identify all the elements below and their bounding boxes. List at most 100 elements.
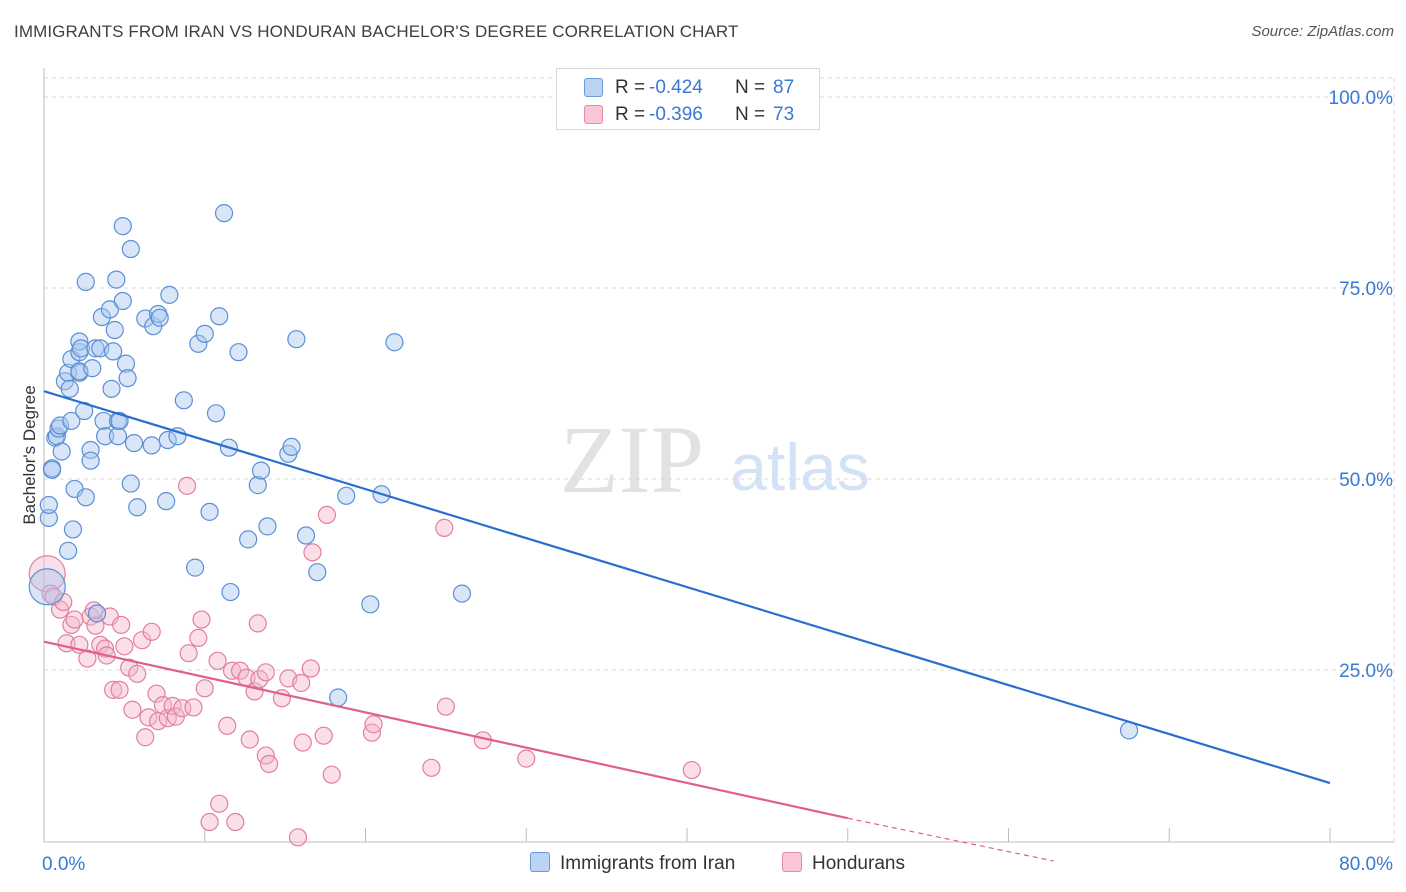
data-point-hondurans <box>142 622 161 641</box>
data-point-iran <box>128 498 147 517</box>
data-point-iran <box>210 307 229 326</box>
data-point-hondurans <box>364 715 383 734</box>
r-label: R = <box>615 77 646 98</box>
legend-row-iran: R = -0.424 N = 87 <box>557 73 819 101</box>
legend-swatch-pink <box>782 852 802 872</box>
data-point-hondurans <box>65 610 84 629</box>
r-value: -0.424 <box>649 77 703 98</box>
data-point-iran <box>186 558 205 577</box>
data-point-iran <box>39 495 58 515</box>
data-point-hondurans <box>123 700 142 719</box>
data-point-iran <box>71 339 91 358</box>
trend-line-iran <box>43 390 1331 785</box>
data-point-hondurans <box>292 673 311 693</box>
data-point-iran <box>329 688 348 707</box>
data-point-iran <box>157 492 176 511</box>
data-point-iran <box>42 460 62 479</box>
watermark-atlas: atlas <box>730 430 869 504</box>
data-point-iran <box>239 530 258 549</box>
data-point-hondurans <box>517 749 536 768</box>
x-tick-label: 0.0% <box>42 854 85 875</box>
data-point-hondurans <box>115 637 134 656</box>
trend-line-hondurans-extension <box>847 817 1054 862</box>
grid-lines <box>44 77 1395 842</box>
trend-lines <box>43 390 1331 862</box>
data-point-iran <box>76 488 95 507</box>
data-point-iran <box>296 526 316 545</box>
data-point-iran <box>150 308 169 327</box>
data-point-iran <box>105 320 124 340</box>
data-point-hondurans <box>322 765 341 784</box>
trend-line-hondurans <box>43 640 848 820</box>
data-point-hondurans <box>436 697 455 716</box>
data-point-iran <box>110 411 129 431</box>
data-point-iran <box>100 300 120 319</box>
legend-label-iran: Immigrants from Iran <box>560 853 736 874</box>
data-point-hondurans <box>128 664 147 683</box>
data-point-hondurans <box>177 476 197 495</box>
data-point-hondurans <box>84 601 103 620</box>
data-point-iran <box>107 270 126 289</box>
data-point-iran <box>102 379 121 398</box>
source-credit: Source: ZipAtlas.com <box>1251 23 1394 40</box>
legend-swatch-pink <box>584 105 603 124</box>
data-point-hondurans <box>179 644 198 663</box>
data-point-hondurans <box>95 639 115 658</box>
data-point-iran <box>452 584 472 603</box>
data-point-iran <box>86 339 105 358</box>
tick-labels: 25.0% 50.0% 75.0% 100.0% 0.0% 80.0% <box>42 88 1393 875</box>
legend-item-iran[interactable]: Immigrants from Iran <box>530 852 735 875</box>
data-point-hondurans <box>200 812 219 832</box>
data-point-hondurans <box>139 708 158 727</box>
data-point-hondurans <box>192 610 211 629</box>
data-point-iran <box>206 404 226 423</box>
data-point-iran <box>81 440 100 460</box>
data-point-iran <box>142 436 161 455</box>
data-point-iran <box>104 342 123 361</box>
data-point-iran <box>60 379 79 398</box>
data-point-iran <box>214 204 234 223</box>
data-point-hondurans <box>62 615 81 635</box>
data-point-iran <box>174 391 193 410</box>
data-point-hondurans <box>208 651 227 670</box>
data-point-iran <box>189 334 208 353</box>
data-point-hondurans <box>218 716 237 735</box>
data-point-hondurans <box>303 543 322 562</box>
data-point-iran <box>76 272 95 291</box>
data-point-iran <box>28 568 66 606</box>
data-point-iran <box>282 437 301 457</box>
legend-label-hondurans: Hondurans <box>812 853 905 874</box>
x-tick-label: 80.0% <box>1339 854 1393 875</box>
data-point-iran <box>229 343 248 362</box>
axes <box>43 68 1394 843</box>
data-point-hondurans <box>288 828 308 847</box>
data-point-iran <box>160 285 179 304</box>
data-point-iran <box>361 595 380 614</box>
data-point-iran <box>108 427 128 446</box>
n-value: 73 <box>773 104 795 125</box>
data-point-iran <box>62 411 81 431</box>
data-point-iran <box>95 427 115 446</box>
data-point-iran <box>195 324 214 343</box>
n-label: N = <box>735 77 766 98</box>
data-point-hondurans <box>112 615 131 635</box>
watermark-zip: ZIP <box>560 406 704 513</box>
data-point-hondurans <box>54 592 73 612</box>
data-point-hondurans <box>226 812 245 832</box>
data-point-hondurans <box>41 584 60 603</box>
legend-swatch-blue <box>530 852 550 872</box>
data-point-iran <box>121 474 140 493</box>
data-point-hondurans <box>250 670 269 689</box>
series-iran <box>28 204 1139 740</box>
data-point-iran <box>287 330 306 349</box>
data-point-hondurans <box>78 649 97 668</box>
data-point-iran <box>63 520 83 539</box>
n-value: 87 <box>773 77 795 98</box>
data-point-hondurans <box>248 614 267 633</box>
data-point-hondurans <box>259 754 279 774</box>
r-value: -0.396 <box>649 104 703 125</box>
data-point-iran <box>258 517 277 536</box>
legend-item-hondurans[interactable]: Hondurans <box>782 852 905 875</box>
data-point-iran <box>81 451 100 470</box>
